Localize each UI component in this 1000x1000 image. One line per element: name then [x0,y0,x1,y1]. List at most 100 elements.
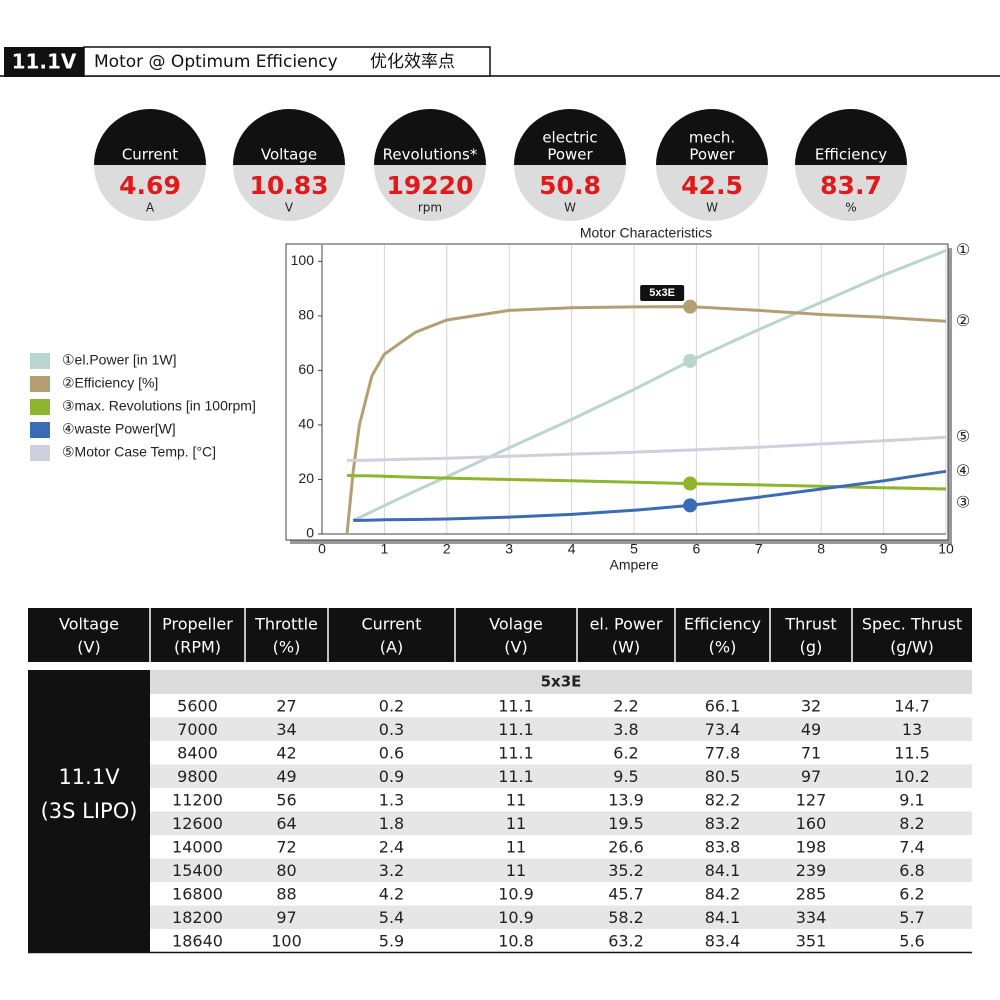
table-cell: 9800 [177,767,218,786]
table-cell: 84.2 [705,884,741,903]
table-cell: 0.2 [379,696,404,715]
table-cell: 56 [276,790,296,809]
table-cell: 97 [276,908,296,927]
table-cell: 80.5 [705,767,741,786]
end-label: ⑤ [956,427,970,446]
row-stripe [150,905,972,929]
x-axis-label: Ampere [609,557,658,573]
table-cell: 6.2 [613,743,638,762]
annotation-box [640,285,685,301]
table-cell: 83.2 [705,814,741,833]
legend-label: ①el.Power [in 1W] [62,352,176,368]
table-cell: 11 [506,790,526,809]
table-cell: 13.9 [608,790,644,809]
table-cell: 84.1 [705,908,741,927]
stat-label: Power [547,146,593,164]
stat-circle-top [94,109,206,165]
table-cell: 11.5 [894,743,930,762]
table-cell: 239 [796,861,827,880]
series-line [353,469,947,522]
table-cell: 1.3 [379,790,404,809]
table-cell: 10.8 [498,931,534,950]
table-cell: 7000 [177,720,218,739]
stat-unit: W [706,201,718,215]
stat-circle-top [233,109,345,165]
x-tick-label: 8 [817,541,825,557]
legend-swatch [30,445,50,461]
column-header: (A) [380,638,403,657]
table-cell: 42 [276,743,296,762]
x-tick-label: 3 [505,541,513,557]
table-cell: 35.2 [608,861,644,880]
series-line [347,435,947,462]
stat-circle-top [514,109,626,165]
column-header: Spec. Thrust [862,615,962,634]
table-cell: 27 [276,696,296,715]
stat-unit: V [285,201,294,215]
column-header: Throttle [254,615,318,634]
row-label-bg [28,670,150,953]
table-cell: 34 [276,720,296,739]
table-cell: 0.6 [379,743,404,762]
column-header: Voltage [59,615,119,634]
page-title: Motor @ Optimum Efficiency [94,52,338,72]
table-cell: 198 [796,837,827,856]
series-line [346,473,947,491]
x-tick-label: 1 [381,541,389,557]
table-cell: 18200 [172,908,223,927]
table-cell: 64 [276,814,296,833]
series-marker [683,353,698,368]
stat-circle-top [795,109,907,165]
stat-label: Voltage [261,146,317,164]
table-cell: 6.8 [899,861,924,880]
legend-swatch [30,353,50,369]
table-cell: 11 [506,814,526,833]
table-cell: 32 [801,696,821,715]
table-cell: 12600 [172,814,223,833]
stat-value: 4.69 [119,171,181,200]
table-cell: 13 [902,720,922,739]
row-stripe [150,764,972,788]
table-cell: 15400 [172,861,223,880]
x-tick-label: 6 [693,541,701,557]
row-stripe [150,717,972,741]
table-cell: 83.4 [705,931,741,950]
annotation: 5x3E [649,287,675,299]
row-label: (3S LIPO) [41,799,138,823]
stat-label: Revolutions* [383,146,478,164]
legend-swatch [30,422,50,438]
table-cell: 334 [796,908,827,927]
table-cell: 0.9 [379,767,404,786]
title-box [83,46,491,77]
table-cell: 6.2 [899,884,924,903]
series-line [345,305,947,535]
table-cell: 10.9 [498,884,534,903]
table-cell: 2.4 [379,837,404,856]
page-subtitle: 优化效率点 [370,52,455,72]
end-label: ④ [956,461,970,480]
column-header: Efficiency [684,615,761,634]
table-cell: 18640 [172,931,223,950]
end-label: ③ [956,493,970,512]
y-tick-label: 40 [298,416,314,432]
stat-unit: W [564,201,576,215]
stat-unit: % [845,201,856,215]
group-row-bg [150,670,972,694]
column-header: (g/W) [890,638,934,657]
y-tick-label: 0 [306,525,314,541]
x-tick-label: 4 [568,541,576,557]
column-header: el. Power [590,615,663,634]
column-header: Thrust [784,615,836,634]
table-cell: 66.1 [705,696,741,715]
legend-swatch [30,376,50,392]
x-tick-label: 9 [880,541,888,557]
stat-value: 42.5 [681,171,743,200]
table-cell: 100 [271,931,302,950]
table-cell: 5600 [177,696,218,715]
table-cell: 77.8 [705,743,741,762]
table-cell: 11.1 [498,743,534,762]
table-cell: 11.1 [498,720,534,739]
stat-circle-top [374,109,486,165]
table-cell: 82.2 [705,790,741,809]
plot-frame [285,243,949,541]
